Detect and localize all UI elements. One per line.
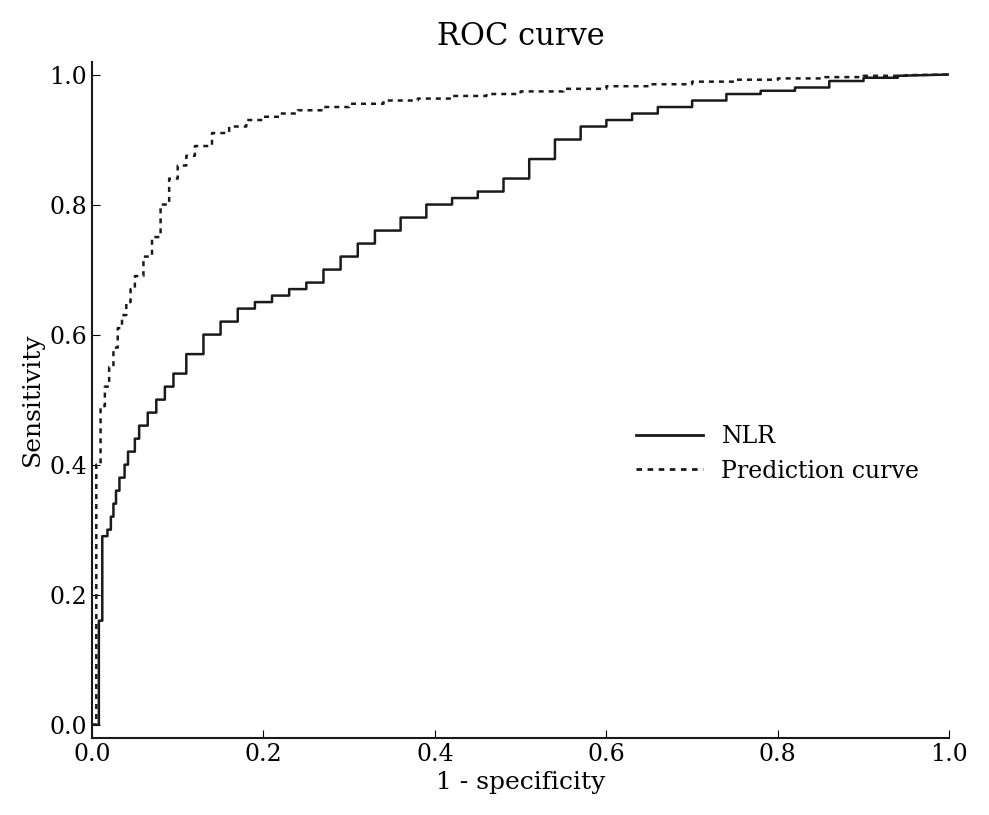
Prediction curve	[378, 99, 390, 108]
NLR	[600, 115, 612, 125]
Line: Prediction curve: Prediction curve	[92, 74, 949, 725]
NLR	[549, 154, 561, 164]
Prediction curve	[317, 105, 329, 115]
Prediction curve	[411, 94, 423, 104]
Y-axis label: Sensitivity: Sensitivity	[21, 333, 44, 466]
Prediction curve	[86, 720, 98, 729]
Prediction curve	[729, 75, 741, 85]
Legend: NLR, Prediction curve: NLR, Prediction curve	[627, 416, 929, 492]
Line: NLR: NLR	[92, 74, 949, 725]
X-axis label: 1 - specificity: 1 - specificity	[436, 771, 605, 794]
NLR	[652, 102, 664, 112]
NLR	[369, 226, 381, 236]
Prediction curve	[206, 141, 218, 151]
Prediction curve	[944, 69, 955, 79]
Title: ROC curve: ROC curve	[437, 21, 604, 52]
NLR	[944, 69, 955, 79]
Prediction curve	[317, 102, 329, 112]
NLR	[600, 121, 612, 131]
NLR	[626, 115, 638, 125]
NLR	[86, 720, 98, 729]
